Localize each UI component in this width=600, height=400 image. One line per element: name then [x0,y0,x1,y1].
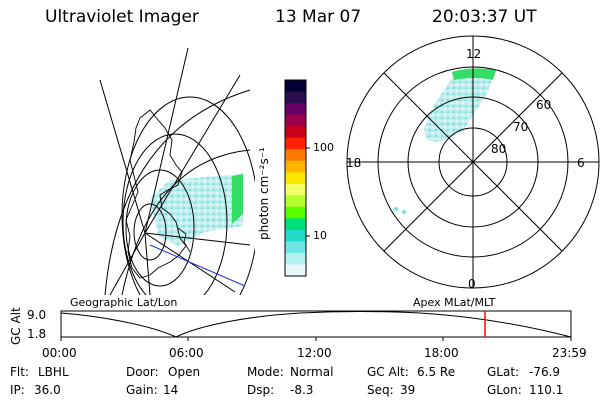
colorbar-band [285,195,306,208]
filter-label: Flt: [10,365,29,379]
gain-value: 14 [163,383,179,397]
ip-value: 36.0 [34,383,61,397]
mode-value: Normal [290,365,334,379]
outer-arc-2 [121,149,251,295]
glon-value: 110.1 [529,383,564,397]
meridian-4 [144,232,251,246]
right-map-title: Apex MLat/MLT [413,296,496,309]
altitude-plot-box [60,310,572,338]
colorbar-band [285,103,306,116]
polar-dot-1 [394,207,398,211]
door-label: Door: [126,365,159,379]
colorbar-band [285,241,306,254]
colorbar-band [285,91,306,104]
polar-aurora-swath [424,70,494,142]
colorbar-band [285,137,306,150]
polar-aurora-edge [452,68,496,80]
colorbar-label: photon cm⁻²s⁻¹ [257,147,271,240]
blue-line [149,244,246,287]
filter-value: LBHL [38,365,69,379]
geographic-map [99,47,255,295]
polar-dot-2 [402,210,406,214]
polar-plot [346,35,600,289]
meridian-6 [144,232,151,295]
mlat-label-70: 70 [513,120,529,134]
left-aurora-edge [232,174,243,224]
colorbar-band [285,264,306,277]
dsp-value: -8.3 [290,383,314,397]
time-tick-2359: 23:59 [552,346,587,360]
mlat-label-60: 60 [536,98,552,112]
seq-label: Seq: [367,383,394,397]
meridian-1 [99,79,146,234]
colorbar-band [285,114,306,127]
coastline [125,109,187,279]
mlat-label-80: 80 [491,142,507,156]
colorbar-band [285,160,306,173]
colorbar-band [285,149,306,162]
ip-label: IP: [10,383,25,397]
instrument-title: Ultraviolet Imager [45,7,199,27]
time-tick-1800: 18:00 [424,346,459,360]
time-tick-0600: 06:00 [169,346,204,360]
glon-label: GLon: [487,383,522,397]
colorbar-band [285,229,306,243]
door-value: Open [168,365,201,379]
lat-ring-4 [133,203,167,261]
colorbar-group [285,80,306,277]
colorbar-band [285,80,306,93]
colorbar-band [285,206,306,219]
polar-diag-2 [383,72,563,252]
time-tick-1200: 12:00 [297,346,332,360]
mlt-label-18: 18 [346,156,362,170]
altitude-ytick-9: 9.0 [27,308,47,322]
mlt-label-12: 12 [466,47,482,61]
glat-label: GLat: [487,365,520,379]
gain-label: Gain: [126,383,158,397]
gcalt-value: 6.5 Re [417,365,456,379]
mlt-label-6: 6 [577,156,585,170]
colorbar-band [285,183,306,196]
seq-value: 39 [400,383,416,397]
altitude-curve [60,311,572,338]
coast-detail [177,227,191,253]
colorbar-band [285,252,306,266]
left-aurora-swath [150,174,243,246]
lat-ring-2 [122,133,228,295]
dsp-label: Dsp: [247,383,275,397]
altitude-ytick-1-8: 1.8 [27,327,47,341]
date-label: 13 Mar 07 [275,7,362,27]
time-tick-0000: 00:00 [42,346,77,360]
colorbar-tick-label-100: 100 [313,141,334,154]
colorbar-band [285,126,306,139]
mode-label: Mode: [247,365,284,379]
time-label: 20:03:37 UT [432,7,537,27]
colorbar-band [285,172,306,185]
altitude-ylabel: GC Alt [9,307,23,345]
colorbar-band [285,218,306,231]
outer-arc-1 [104,89,251,295]
left-map-title: Geographic Lat/Lon [70,296,178,309]
glat-value: -76.9 [529,365,561,379]
meridian-3 [144,74,241,234]
altitude-plot-frame [60,310,572,341]
colorbar-tick-label-10: 10 [313,229,327,242]
meridian-7 [109,232,146,295]
colorbar-frame [284,79,307,277]
mlt-label-0: 0 [468,277,476,291]
gcalt-label: GC Alt: [367,365,409,379]
